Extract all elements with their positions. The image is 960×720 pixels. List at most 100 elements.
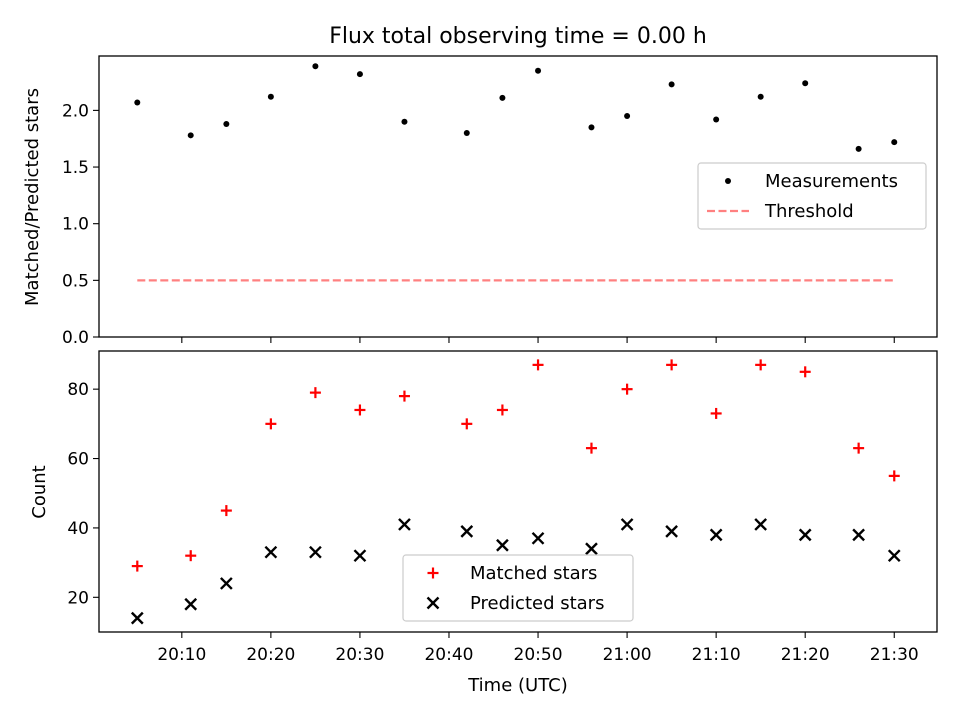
legend-measurement-marker	[725, 178, 731, 184]
cross-stroke-b	[531, 531, 545, 545]
measurement-point	[535, 67, 542, 74]
bottom-y-tick-label: 40	[67, 519, 89, 539]
cross-stroke-b	[426, 596, 440, 610]
bottom-legend-box	[402, 554, 634, 622]
measurement-point	[757, 93, 764, 100]
cross-stroke-b	[709, 528, 723, 542]
cross-stroke-b	[798, 528, 812, 542]
matched-star-point	[888, 470, 900, 482]
bottom-axes-frame	[98, 350, 938, 633]
matched-star-point	[265, 418, 277, 430]
cross-stroke-b	[665, 525, 678, 538]
chart-title: Flux total observing time = 0.00 h	[329, 24, 707, 49]
matched-star-point	[131, 560, 143, 572]
matched-star-point	[185, 550, 197, 562]
cross-stroke-b	[309, 545, 322, 559]
predicted-star-point	[398, 518, 411, 531]
matched-star-point	[461, 418, 473, 430]
legend-predicted-marker	[426, 596, 440, 610]
predicted-star-point	[460, 525, 474, 538]
bottom-y-tick-label: 80	[67, 380, 89, 400]
bottom-x-tick-label: 20:40	[424, 645, 473, 665]
measurement-point	[187, 132, 194, 139]
predicted-star-point	[531, 531, 545, 545]
legend-measurement-label: Measurements	[765, 171, 898, 192]
matched-star-point	[799, 366, 811, 378]
legend-matched-label: Matched stars	[470, 563, 597, 584]
measurement-point	[499, 94, 506, 101]
top-axes-frame	[98, 55, 938, 338]
bottom-y-tick-label: 20	[67, 588, 89, 608]
top-legend: Measurements Threshold	[697, 162, 927, 230]
top-y-tick-label: 0.5	[62, 271, 89, 291]
measurement-point	[401, 118, 408, 125]
cross-stroke-b	[130, 611, 144, 625]
predicted-star-point	[620, 518, 634, 531]
matched-star-point	[710, 407, 722, 419]
matched-star-point	[398, 390, 410, 402]
measurement-point	[802, 80, 809, 87]
bottom-x-tick-label: 21:00	[603, 645, 652, 665]
bottom-y-tick-label: 60	[67, 450, 89, 470]
bottom-x-tick-label: 20:50	[514, 645, 563, 665]
measurement-point	[588, 124, 595, 131]
cross-stroke-b	[585, 542, 598, 556]
top-plot-area: 0.0 0.5 1.0 1.5 2.0	[62, 63, 898, 348]
top-y-tick-label: 2.0	[62, 101, 89, 121]
legend-matched-marker	[427, 567, 439, 579]
measurement-point	[624, 113, 631, 120]
bottom-x-tick-label: 20:10	[157, 645, 206, 665]
measurement-point	[267, 93, 274, 100]
bottom-y-axis-label: Count	[29, 465, 50, 518]
matched-star-point	[220, 505, 232, 517]
top-y-tick-label: 1.5	[62, 158, 89, 178]
cross-stroke-b	[219, 577, 233, 590]
bottom-x-tick-label: 20:20	[246, 645, 295, 665]
measurement-point	[713, 116, 720, 123]
matched-star-point	[585, 442, 597, 454]
cross-stroke-b	[887, 549, 901, 563]
cross-stroke-b	[460, 525, 474, 538]
measurement-point	[223, 120, 230, 127]
bottom-x-tick-label: 21:30	[870, 645, 919, 665]
predicted-star-point	[798, 528, 812, 542]
matched-star-point	[496, 404, 508, 416]
predicted-star-point	[709, 528, 723, 542]
matched-star-point	[532, 359, 544, 371]
predicted-star-point	[887, 549, 901, 563]
cross-stroke-b	[852, 528, 865, 542]
top-y-axis-label: Matched/Predicted stars	[22, 88, 43, 306]
bottom-panel: 20 40 60 80 20:10 20:20 20:30 20:40 20:50 21:00 21…	[29, 350, 938, 696]
matched-star-point	[853, 442, 865, 454]
measurement-point	[855, 145, 862, 152]
legend-predicted-label: Predicted stars	[470, 593, 604, 614]
predicted-star-point	[585, 542, 598, 556]
measurement-point	[668, 81, 675, 88]
cross-stroke-b	[184, 597, 198, 611]
top-y-tick-label: 1.0	[62, 215, 89, 235]
legend-threshold-label: Threshold	[764, 201, 854, 222]
matched-star-point	[309, 387, 321, 399]
predicted-star-point	[184, 597, 198, 611]
predicted-star-point	[496, 538, 509, 552]
matched-star-point	[354, 404, 366, 416]
cross-stroke-b	[496, 538, 509, 552]
bottom-legend: Matched stars Predicted stars	[402, 554, 634, 622]
matched-star-point	[621, 383, 633, 395]
x-axis-label: Time (UTC)	[467, 675, 568, 696]
cross-stroke-b	[398, 518, 411, 531]
bottom-x-tick-label: 20:30	[335, 645, 384, 665]
predicted-star-point	[264, 545, 278, 559]
cross-stroke-b	[620, 518, 634, 531]
measurement-point	[134, 99, 141, 106]
measurement-point	[312, 63, 319, 70]
cross-stroke-b	[754, 518, 768, 531]
matched-star-point	[666, 359, 678, 371]
measurement-point	[463, 130, 470, 137]
predicted-star-point	[665, 525, 678, 538]
predicted-star-point	[353, 549, 367, 563]
predicted-star-point	[852, 528, 865, 542]
predicted-star-point	[219, 577, 233, 590]
predicted-star-point	[309, 545, 322, 559]
